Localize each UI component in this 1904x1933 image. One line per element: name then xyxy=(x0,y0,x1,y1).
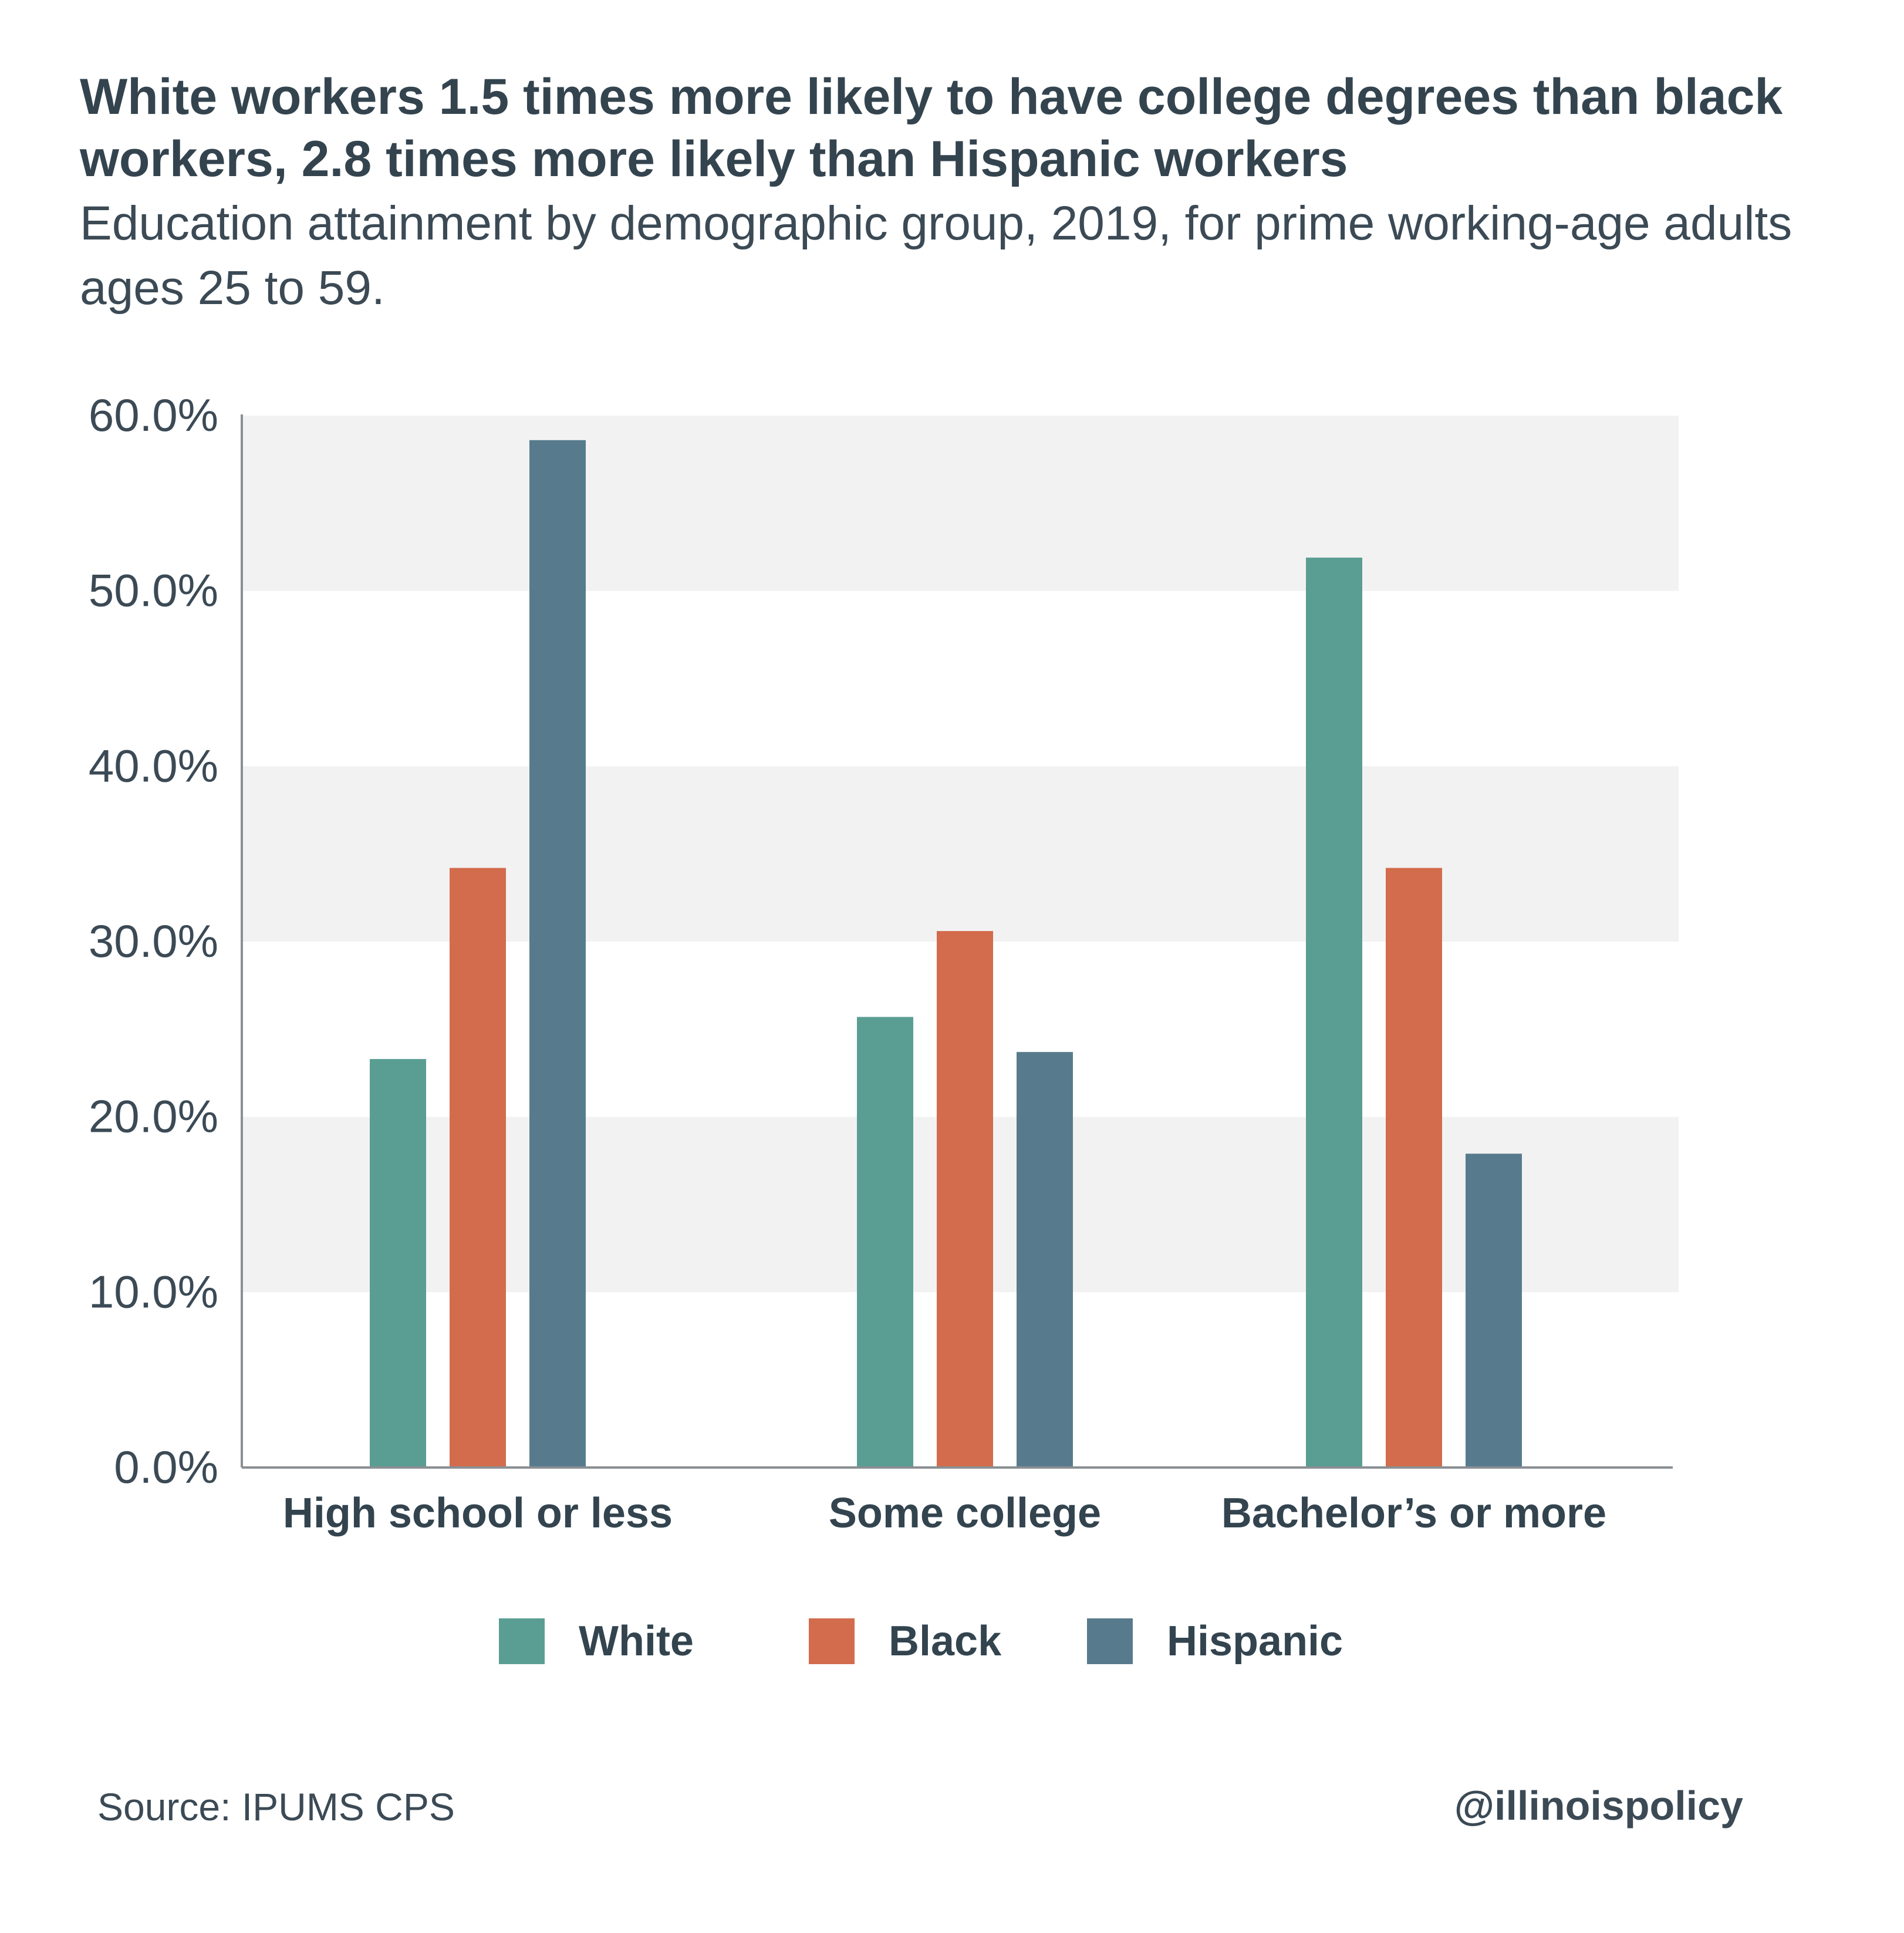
y-tick-label: 40.0% xyxy=(89,740,218,791)
y-tick-label: 20.0% xyxy=(89,1091,218,1142)
y-tick-label: 30.0% xyxy=(89,915,218,967)
y-tick-label: 60.0% xyxy=(89,389,218,441)
bar-black-0 xyxy=(450,868,506,1468)
legend-label-white: White xyxy=(579,1618,694,1665)
y-tick-label: 50.0% xyxy=(89,565,218,616)
bar-white-0 xyxy=(370,1059,426,1468)
x-category-label: Some college xyxy=(829,1490,1101,1537)
legend-item-black: Black xyxy=(809,1617,1001,1665)
bar-hispanic-0 xyxy=(529,440,586,1468)
legend-swatch-black xyxy=(809,1618,855,1664)
grid-band xyxy=(242,416,1679,591)
bar-chart: 0.0% 10.0% 20.0% 30.0% 40.0% 50.0% 60.0% High s… xyxy=(89,389,1679,1537)
legend-label-black: Black xyxy=(889,1618,1002,1665)
chart-subtitle: Education attainment by demographic grou… xyxy=(80,197,1792,315)
legend-swatch-white xyxy=(499,1618,545,1664)
social-handle: @illinoispolicy xyxy=(1454,1783,1743,1829)
source-note: Source: IPUMS CPS xyxy=(97,1785,455,1829)
x-category-label: Bachelor’s or more xyxy=(1221,1490,1606,1537)
y-tick-label: 0.0% xyxy=(114,1441,218,1493)
legend-item-hispanic: Hispanic xyxy=(1087,1617,1343,1665)
bar-white-2 xyxy=(1306,557,1362,1468)
bar-black-1 xyxy=(937,931,993,1468)
legend-label-hispanic: Hispanic xyxy=(1167,1618,1343,1665)
y-tick-label: 10.0% xyxy=(89,1266,218,1317)
chart-title: White workers 1.5 times more likely to h… xyxy=(80,69,1783,187)
bar-hispanic-1 xyxy=(1017,1052,1073,1468)
x-category-label: High school or less xyxy=(283,1490,673,1537)
bar-white-1 xyxy=(857,1017,913,1468)
bar-black-2 xyxy=(1386,868,1442,1468)
legend-item-white: White xyxy=(499,1617,694,1665)
legend-swatch-hispanic xyxy=(1087,1618,1133,1664)
bar-hispanic-2 xyxy=(1466,1153,1522,1468)
